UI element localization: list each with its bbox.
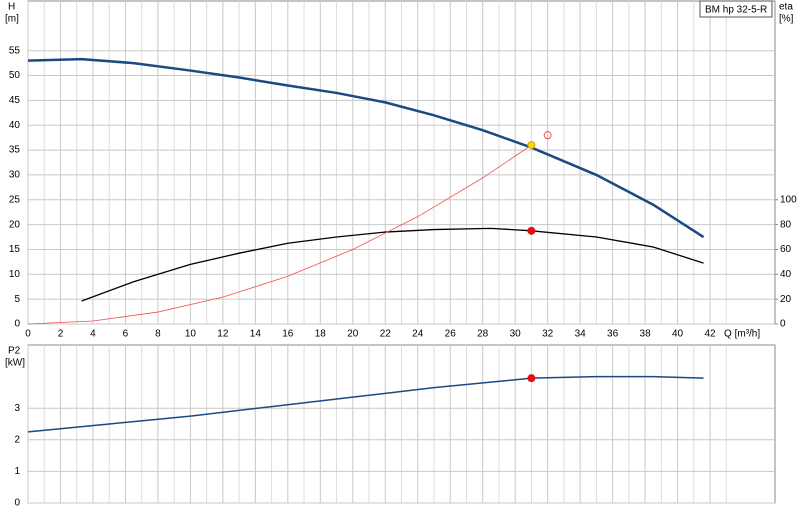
- x-tick-label: 12: [217, 329, 229, 340]
- y-tick-label: 20: [9, 219, 21, 230]
- curve: [27, 375, 704, 433]
- x-tick-label: 34: [575, 329, 587, 340]
- y2-tick-label: 20: [780, 294, 792, 305]
- y-unit: [m]: [5, 14, 19, 25]
- y-tick-label: 50: [9, 70, 21, 81]
- y-tick-label: 0: [14, 319, 20, 330]
- y-tick-label: 10: [9, 269, 21, 280]
- y-tick-label: 25: [9, 194, 21, 205]
- operating-point: [543, 131, 552, 140]
- y-label: P2: [8, 346, 21, 357]
- y2-tick-label: 40: [780, 269, 792, 280]
- y-tick-label: 0: [14, 498, 20, 509]
- x-tick-label: 2: [58, 329, 64, 340]
- y-tick-label: 45: [9, 95, 21, 106]
- y-tick-label: 40: [9, 120, 21, 131]
- operating-point: [527, 226, 536, 235]
- x-tick-label: 22: [380, 329, 392, 340]
- y-tick-label: 55: [9, 45, 21, 56]
- x-tick-label: 14: [250, 329, 262, 340]
- y2-tick-label: 0: [780, 319, 786, 330]
- y2-tick-label: 60: [780, 244, 792, 255]
- x-tick-label: 16: [282, 329, 294, 340]
- operating-point: [527, 374, 536, 383]
- y-label: H: [8, 2, 15, 13]
- x-tick-label: 40: [672, 329, 684, 340]
- x-tick-label: 18: [315, 329, 327, 340]
- x-label: Q [m³/h]: [724, 329, 760, 340]
- y2-tick-label: 100: [780, 194, 797, 205]
- x-tick-label: 0: [25, 329, 31, 340]
- y-unit: [kW]: [5, 358, 25, 369]
- x-tick-label: 30: [510, 329, 522, 340]
- legend: BM hp 32-5-R: [705, 5, 767, 16]
- y2-unit: [%]: [779, 14, 794, 25]
- y-tick-label: 35: [9, 145, 21, 156]
- x-tick-label: 20: [347, 329, 359, 340]
- legend-box: [699, 0, 773, 18]
- x-tick-label: 26: [445, 329, 457, 340]
- curve: [27, 144, 532, 325]
- x-tick-label: 36: [607, 329, 619, 340]
- x-tick-label: 10: [185, 329, 197, 340]
- y-tick-label: 1: [14, 466, 20, 477]
- x-tick-label: 4: [90, 329, 96, 340]
- y-tick-label: 2: [14, 434, 20, 445]
- x-tick-label: 6: [123, 329, 129, 340]
- curve: [27, 57, 705, 239]
- y2-tick-label: 80: [780, 219, 792, 230]
- y-tick-label: 5: [14, 294, 20, 305]
- curve: [81, 227, 704, 302]
- x-tick-label: 32: [542, 329, 554, 340]
- y-tick-label: 3: [14, 403, 20, 414]
- operating-point: [527, 141, 536, 150]
- y2-label: eta: [779, 2, 793, 13]
- y-tick-label: 15: [9, 244, 21, 255]
- x-tick-label: 42: [704, 329, 716, 340]
- x-tick-label: 24: [412, 329, 424, 340]
- x-tick-label: 8: [155, 329, 161, 340]
- y-tick-label: 30: [9, 170, 21, 181]
- x-tick-label: 38: [640, 329, 652, 340]
- x-tick-label: 28: [477, 329, 489, 340]
